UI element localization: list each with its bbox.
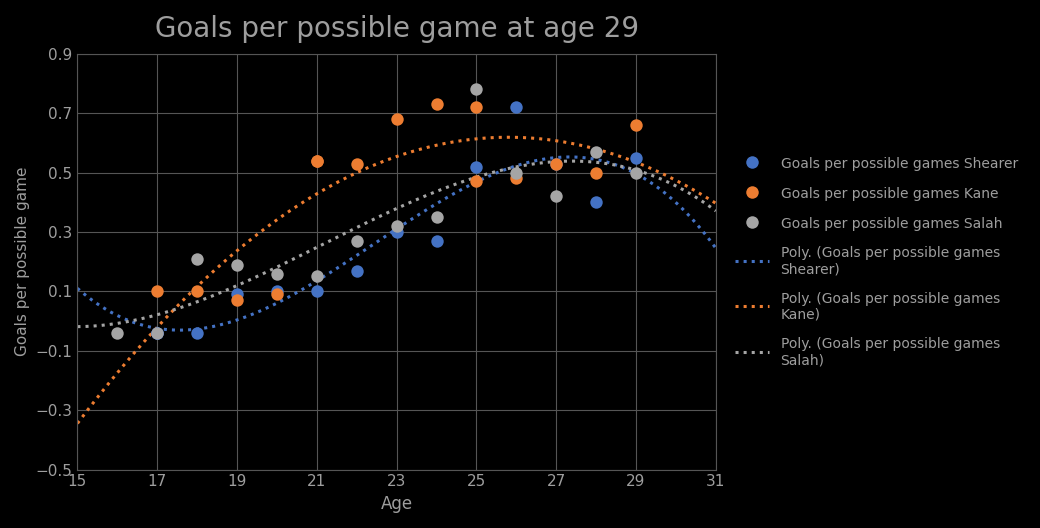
Point: [628, 154, 645, 162]
Point: [588, 147, 604, 156]
Legend: Goals per possible games Shearer, Goals per possible games Kane, Goals per possi: Goals per possible games Shearer, Goals …: [729, 150, 1023, 373]
Point: [229, 296, 245, 305]
Point: [229, 290, 245, 298]
Point: [428, 100, 445, 108]
Point: [268, 290, 285, 298]
Point: [268, 287, 285, 296]
Point: [388, 115, 405, 123]
Point: [588, 198, 604, 206]
Title: Goals per possible game at age 29: Goals per possible game at age 29: [155, 15, 639, 43]
Point: [309, 156, 326, 165]
Point: [149, 287, 165, 296]
Point: [109, 329, 126, 337]
Point: [628, 168, 645, 177]
Point: [149, 329, 165, 337]
Point: [348, 159, 365, 168]
Point: [189, 254, 206, 263]
Point: [548, 159, 565, 168]
X-axis label: Age: Age: [381, 495, 413, 513]
Point: [189, 329, 206, 337]
Point: [309, 287, 326, 296]
Point: [628, 121, 645, 129]
Y-axis label: Goals per possible game: Goals per possible game: [15, 167, 30, 356]
Point: [149, 329, 165, 337]
Point: [229, 260, 245, 269]
Point: [309, 156, 326, 165]
Point: [388, 228, 405, 236]
Point: [348, 237, 365, 245]
Point: [428, 213, 445, 221]
Point: [588, 168, 604, 177]
Point: [268, 269, 285, 278]
Point: [548, 159, 565, 168]
Point: [508, 103, 524, 111]
Point: [189, 287, 206, 296]
Point: [468, 162, 485, 171]
Point: [468, 103, 485, 111]
Point: [508, 168, 524, 177]
Point: [348, 266, 365, 275]
Point: [149, 329, 165, 337]
Point: [428, 237, 445, 245]
Point: [468, 85, 485, 93]
Point: [388, 222, 405, 230]
Point: [548, 192, 565, 201]
Point: [508, 174, 524, 183]
Point: [309, 272, 326, 281]
Point: [468, 177, 485, 186]
